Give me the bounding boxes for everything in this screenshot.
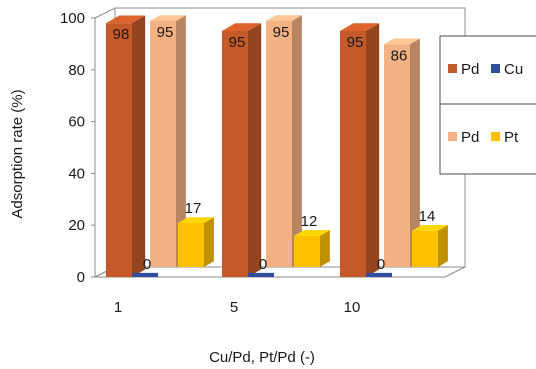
legend-label-1: Pt xyxy=(504,129,519,146)
bar-series xyxy=(106,15,448,278)
bar-front-pd-5 xyxy=(222,23,262,278)
bar-cu-10 xyxy=(366,272,392,277)
bar-front-pd-10-side xyxy=(366,23,380,277)
y-tick-label: 100 xyxy=(60,10,85,27)
bar-cu-5-label: 0 xyxy=(259,256,267,273)
bar-cu-5 xyxy=(248,272,274,277)
y-tick-label: 80 xyxy=(68,62,85,79)
bar-cu-1 xyxy=(132,272,158,277)
bar-pt-1-top xyxy=(178,217,214,223)
bar-back-pd-5-face xyxy=(266,20,292,268)
bar-front-pd-1-label: 98 xyxy=(113,26,130,43)
x-tick-label: 5 xyxy=(230,299,238,316)
bar-pt-10-side xyxy=(438,224,448,267)
bar-cu-1-label: 0 xyxy=(143,256,151,273)
bar-cu-10-label: 0 xyxy=(377,256,385,273)
y-tick-label: 40 xyxy=(68,165,85,182)
bar-front-pd-10-label: 95 xyxy=(347,34,364,51)
bar-front-pd-1-face xyxy=(106,23,132,278)
bar-pt-5 xyxy=(294,230,330,267)
y-tick-label: 60 xyxy=(68,114,85,131)
bar-front-pd-1-top xyxy=(106,15,146,24)
legend-label-0: Pd xyxy=(461,129,479,146)
bar-front-pd-1-side xyxy=(132,15,146,277)
bar-front-pd-5-side xyxy=(248,23,262,277)
legend-pd-cu: Pd Cu xyxy=(439,35,536,107)
legend-swatch-0 xyxy=(448,132,457,141)
bar-pt-1-label: 17 xyxy=(185,200,202,217)
bar-pt-5-label: 12 xyxy=(301,213,318,230)
bar-pt-10 xyxy=(412,224,448,267)
bar-pt-5-side xyxy=(320,230,330,267)
bar-back-pd-10-side xyxy=(410,38,420,267)
bar-pt-1-side xyxy=(204,217,214,267)
legend-swatch-1 xyxy=(491,132,500,141)
bar-pt-10-label: 14 xyxy=(419,208,436,225)
bar-front-pd-5-face xyxy=(222,30,248,278)
x-tick-label: 1 xyxy=(114,299,122,316)
bar-back-pd-1 xyxy=(150,15,186,268)
bar-back-pd-1-label: 95 xyxy=(157,24,174,41)
bar-back-pd-5-label: 95 xyxy=(273,24,290,41)
x-tick-label: 10 xyxy=(344,299,361,316)
bar-back-pd-10 xyxy=(384,38,420,268)
bar-cu-10-face xyxy=(366,272,392,277)
bar-pt-1-face xyxy=(178,222,204,267)
bar-front-pd-10-top xyxy=(340,23,380,31)
legend-pd-pt: Pd Pt xyxy=(439,103,536,175)
legend-label-1: Cu xyxy=(504,61,523,78)
bar-back-pd-1-top xyxy=(150,15,186,21)
bar-cu-1-face xyxy=(132,272,158,277)
bar-front-pd-1 xyxy=(106,15,146,278)
bar-front-pd-10-face xyxy=(340,30,366,278)
x-axis: 1 5 10 xyxy=(114,299,361,316)
bar-pt-10-face xyxy=(412,230,438,267)
bar-back-pd-1-side xyxy=(176,15,186,267)
y-axis-title: Adsorption rate (%) xyxy=(9,89,26,218)
bar-back-pd-1-face xyxy=(150,20,176,268)
bar-front-pd-10 xyxy=(340,23,380,278)
bar-back-pd-10-top xyxy=(384,38,420,45)
data-labels: 95 17 95 12 86 14 98 0 95 0 95 0 xyxy=(113,24,436,273)
bar-front-pd-5-top xyxy=(222,23,262,31)
y-tick-label: 0 xyxy=(77,269,85,286)
bar-back-pd-5 xyxy=(266,15,302,268)
x-axis-title: Cu/Pd, Pt/Pd (-) xyxy=(209,349,315,366)
bar-pt-1 xyxy=(178,217,214,267)
bar-cu-5-face xyxy=(248,272,274,277)
bar-back-pd-10-label: 86 xyxy=(391,47,408,64)
legend-swatch-1 xyxy=(491,64,500,73)
legend-label-0: Pd xyxy=(461,61,479,78)
bar-back-pd-5-side xyxy=(292,15,302,267)
bar-front-pd-5-label: 95 xyxy=(229,34,246,51)
y-axis: 0 20 40 60 80 100 xyxy=(60,10,95,286)
bar-pt-5-face xyxy=(294,235,320,267)
bar-pt-5-top xyxy=(294,230,330,236)
legend-swatch-0 xyxy=(448,64,457,73)
bar-back-pd-5-top xyxy=(266,15,302,21)
bar-pt-10-top xyxy=(412,224,448,231)
y-tick-label: 20 xyxy=(68,217,85,234)
bar-back-pd-10-face xyxy=(384,44,410,268)
